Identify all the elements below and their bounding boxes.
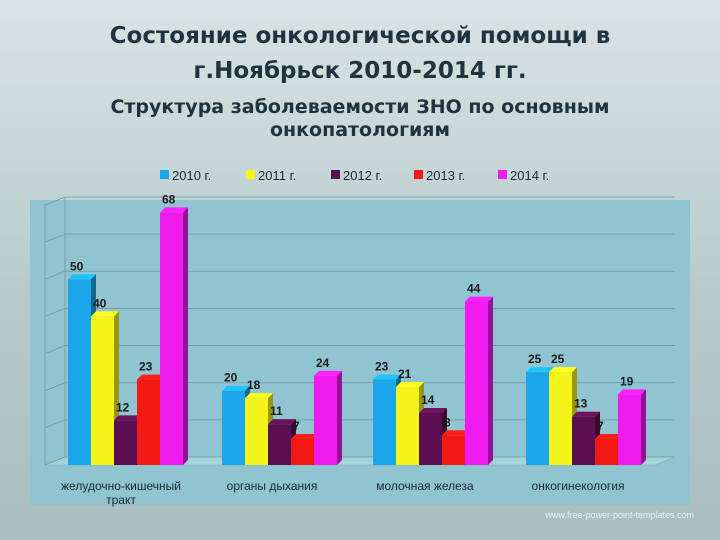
- bar-top: [291, 434, 319, 439]
- data-label: 18: [247, 378, 261, 392]
- bar-front: [465, 301, 488, 465]
- legend-swatch: [331, 170, 340, 179]
- bar-front: [160, 212, 183, 465]
- data-label: 25: [528, 352, 542, 366]
- slide-title-line1: Состояние онкологической помощи в: [109, 23, 611, 49]
- bar: [618, 389, 646, 465]
- bar-front: [91, 316, 114, 465]
- bar-front: [373, 379, 396, 465]
- data-label: 12: [116, 400, 130, 414]
- data-label: 50: [70, 259, 84, 273]
- data-label: 19: [620, 374, 634, 388]
- bar-side: [337, 370, 342, 465]
- bar-top: [442, 430, 470, 436]
- bar-front: [291, 439, 314, 465]
- bar-side: [488, 296, 493, 465]
- bar-side: [183, 207, 188, 465]
- bar-top: [245, 393, 273, 399]
- bar-front: [396, 387, 419, 465]
- bars: 50 40 12 23 68 20 18 11 7 24 23 21 14 8 44 25 25 13 7 19: [68, 192, 646, 465]
- bar: [419, 408, 447, 465]
- bar-front: [442, 435, 465, 465]
- slide-subtitle-line2: онкопатологиям: [269, 119, 451, 141]
- bar-top: [396, 382, 424, 387]
- bar-front: [222, 390, 245, 465]
- data-label: 23: [375, 360, 389, 374]
- bar-front: [245, 398, 268, 465]
- footer-url: www.free-power-point-templates.com: [545, 510, 694, 520]
- bar-top: [91, 311, 119, 317]
- bar-side: [641, 389, 646, 465]
- bar-top: [160, 207, 188, 213]
- category-label: онкогинекология: [532, 479, 625, 493]
- legend-label: 2014 г.: [510, 168, 549, 183]
- data-label: 40: [93, 296, 107, 310]
- bar-top: [222, 385, 250, 391]
- bar-top: [314, 370, 342, 376]
- bar-front: [68, 279, 91, 465]
- bar: [465, 296, 493, 465]
- bar-top: [137, 374, 165, 380]
- bar-front: [314, 375, 337, 465]
- category-label: органы дыхания: [227, 479, 318, 493]
- bar-front: [549, 372, 572, 465]
- bar-top: [419, 408, 447, 413]
- bar-top: [268, 419, 296, 425]
- legend-label: 2011 г.: [258, 168, 296, 183]
- data-label: 8: [444, 415, 451, 429]
- bar-front: [137, 379, 160, 465]
- bar-top: [549, 367, 577, 373]
- data-label: 23: [139, 360, 153, 374]
- bar-top: [572, 411, 600, 417]
- legend-swatch: [246, 170, 255, 179]
- data-label: 44: [467, 282, 481, 296]
- bar: [314, 370, 342, 465]
- data-label: 7: [293, 419, 300, 433]
- bar-top: [114, 415, 142, 421]
- legend-label: 2013 г.: [426, 168, 465, 183]
- data-label: 13: [574, 397, 588, 411]
- bar-front: [526, 372, 549, 465]
- legend-label: 2010 г.: [172, 168, 211, 183]
- bar-top: [595, 434, 623, 439]
- bar-front: [595, 439, 618, 465]
- data-label: 14: [421, 393, 435, 407]
- slide-subtitle-line1: Структура заболеваемости ЗНО по основным: [110, 96, 610, 118]
- bar-front: [268, 424, 291, 465]
- data-label: 24: [316, 356, 330, 370]
- bar: [160, 207, 188, 465]
- bar-front: [419, 413, 442, 465]
- legend-label: 2012 г.: [343, 168, 382, 183]
- bar-front: [618, 394, 641, 465]
- slide-title-line2: г.Ноябрьск 2010-2014 гг.: [193, 58, 527, 84]
- data-label: 25: [551, 352, 565, 366]
- bar-top: [618, 389, 646, 395]
- bar-top: [373, 374, 401, 380]
- data-label: 20: [224, 371, 238, 385]
- data-label: 11: [270, 404, 283, 418]
- legend-swatch: [160, 170, 169, 179]
- bar-top: [526, 367, 554, 373]
- bar-top: [465, 296, 493, 302]
- data-label: 68: [162, 192, 176, 206]
- data-label: 21: [398, 367, 412, 381]
- data-label: 7: [597, 419, 604, 433]
- category-label: желудочно-кишечный: [61, 479, 181, 493]
- legend-swatch: [498, 170, 507, 179]
- bar-front: [572, 416, 595, 465]
- category-label: тракт: [106, 493, 136, 507]
- bar-top: [68, 274, 96, 280]
- legend-swatch: [414, 170, 423, 179]
- category-label: молочная железа: [376, 479, 474, 493]
- legend: 2010 г. 2011 г. 2012 г. 2013 г. 2014 г.: [160, 168, 549, 183]
- bar-front: [114, 420, 137, 465]
